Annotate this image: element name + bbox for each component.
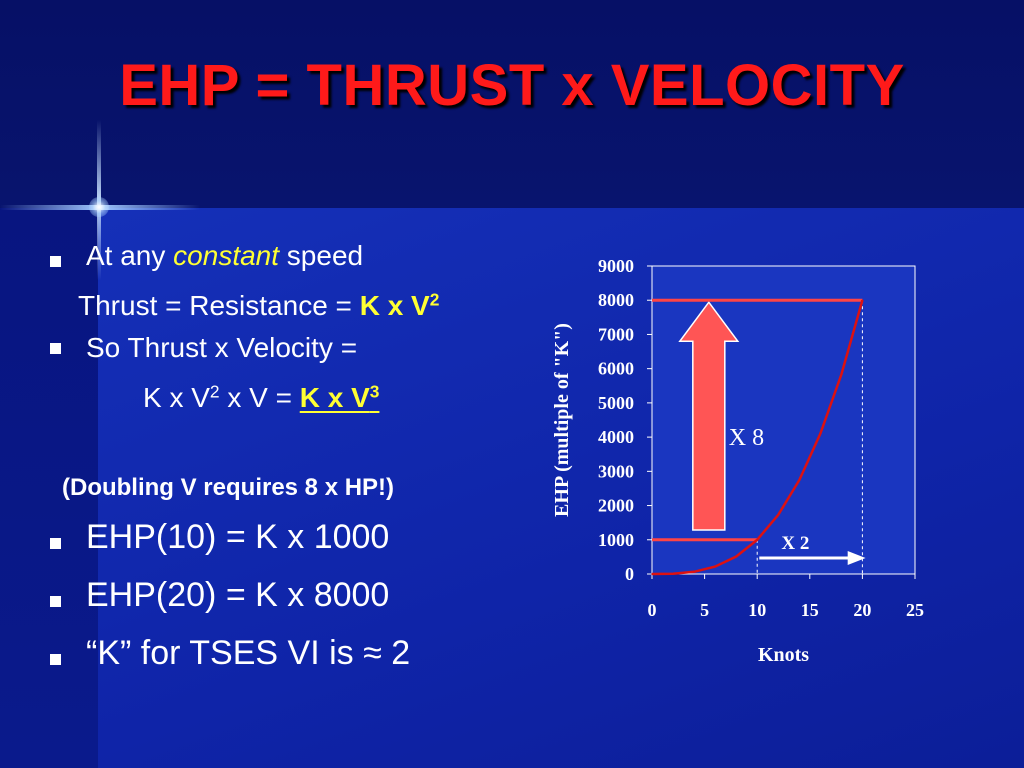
slide-title: EHP = THRUST x VELOCITY xyxy=(119,53,905,118)
power-equation-exp1: 2 xyxy=(209,381,220,402)
thrust-formula-base: K x V xyxy=(359,290,430,321)
bullet-at-any-speed: At any constant speed xyxy=(86,240,363,272)
power-formula-base: K x V xyxy=(299,382,370,413)
bullet-marker xyxy=(50,596,61,607)
data-point xyxy=(798,479,801,481)
data-point xyxy=(756,538,758,541)
thrust-formula-exp: 2 xyxy=(429,289,440,310)
y-tick-label: 5000 xyxy=(598,393,634,413)
y-tick-label: 0 xyxy=(625,564,634,584)
bullet-ehp10: EHP(10) = K x 1000 xyxy=(86,518,390,556)
bullet-ehp20: EHP(20) = K x 8000 xyxy=(86,576,390,614)
data-point xyxy=(819,433,822,435)
x-tick-label: 25 xyxy=(906,600,924,620)
data-point xyxy=(840,373,843,376)
ehp-chart: 0 1000 2000 3000 4000 5000 6000 7000 8000 9000 0 5 1… xyxy=(540,248,940,668)
thrust-formula: K x V2 xyxy=(360,290,440,321)
y-tick-label: 2000 xyxy=(598,496,634,516)
bullet-thrust-velocity: So Thrust x Velocity = xyxy=(86,332,358,363)
lens-flare-center xyxy=(89,197,109,217)
x2-arrow-head xyxy=(847,551,866,565)
left-band xyxy=(0,208,98,768)
power-formula: K x V3 xyxy=(300,382,380,413)
x8-arrow xyxy=(678,300,740,531)
thrust-equation: Thrust = Resistance = K x V2 xyxy=(78,290,439,322)
data-point xyxy=(651,573,653,575)
ehp-chart-svg: 0 1000 2000 3000 4000 5000 6000 7000 8000 9000 0 5 1… xyxy=(551,256,924,666)
x-tick-label: 20 xyxy=(853,600,871,620)
title-band xyxy=(0,0,1024,208)
power-equation-k: K x V xyxy=(143,382,210,413)
power-formula-exp: 3 xyxy=(369,381,380,402)
power-equation: K x V2 x V = K x V3 xyxy=(143,382,379,414)
thrust-equation-text: Thrust = Resistance = xyxy=(78,290,360,321)
bullet-k-value: “K” for TSES VI is ≈ 2 xyxy=(86,634,411,672)
bullet-text-suffix: speed xyxy=(279,240,364,271)
y-tick-label: 8000 xyxy=(598,290,634,310)
x-tick-label: 15 xyxy=(801,600,819,620)
plot-area xyxy=(651,265,916,575)
x8-label: X 8 xyxy=(729,425,764,451)
y-tick-label: 6000 xyxy=(598,359,634,379)
data-point xyxy=(777,514,780,516)
data-point xyxy=(861,299,864,302)
bullet-marker xyxy=(50,256,61,267)
power-equation-mid: x V = xyxy=(219,382,300,413)
data-point xyxy=(693,571,695,573)
bullet-marker xyxy=(50,343,61,354)
doubling-note: (Doubling V requires 8 x HP!) xyxy=(62,474,395,501)
bullet-marker xyxy=(50,654,61,665)
y-tick-label: 3000 xyxy=(598,461,634,481)
y-tick-label: 1000 xyxy=(598,530,634,550)
bullet-marker xyxy=(50,538,61,549)
y-tick-label: 4000 xyxy=(598,427,634,447)
y-axis-label: EHP (multiple of "K") xyxy=(551,323,573,517)
data-point xyxy=(672,572,674,575)
x2-label: X 2 xyxy=(781,533,809,554)
y-tick-label: 9000 xyxy=(598,256,634,276)
bullet-text-prefix: At any xyxy=(86,240,174,271)
data-point xyxy=(735,555,737,558)
x-tick-label: 5 xyxy=(700,600,709,620)
y-tick-label: 7000 xyxy=(598,324,634,344)
data-point xyxy=(714,565,716,568)
x-tick-label: 10 xyxy=(748,600,766,620)
x-tick-label: 0 xyxy=(648,600,657,620)
x-axis-label: Knots xyxy=(758,644,809,666)
constant-emphasis: constant xyxy=(173,240,280,271)
